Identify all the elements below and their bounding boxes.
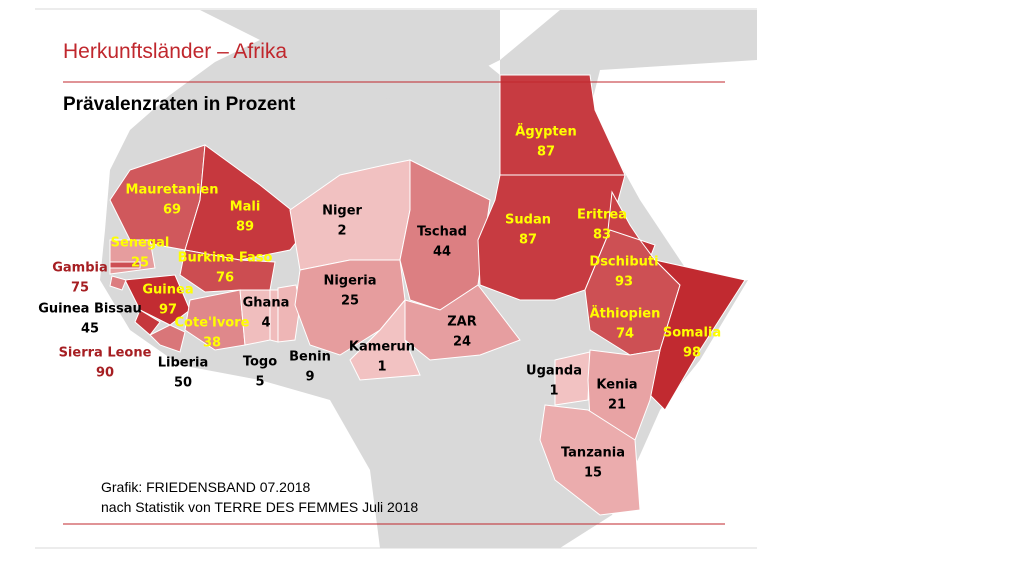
country-value: 25 [341, 294, 359, 309]
country-value: 45 [81, 322, 99, 337]
country-name: Mauretanien [126, 183, 219, 198]
country-value: 98 [683, 346, 701, 361]
country-value: 50 [174, 376, 192, 391]
country-name: Cote'Ivore [175, 316, 250, 331]
country-value: 4 [261, 316, 270, 331]
country-name: Niger [322, 204, 362, 219]
country-area [109, 275, 127, 291]
country-name: Ägypten [515, 124, 576, 140]
country-name: Eritrea [577, 208, 627, 223]
country-value: 44 [433, 245, 451, 260]
country-area [149, 324, 186, 353]
country-name: Benin [289, 350, 331, 365]
credit: nach Statistik von TERRE DES FEMMES Juli… [101, 499, 418, 515]
country-value: 2 [337, 224, 346, 239]
country-value: 9 [305, 370, 314, 385]
land-north [330, 10, 500, 100]
country-area [587, 349, 661, 441]
country-value: 87 [537, 145, 555, 160]
country-area [539, 404, 641, 516]
country-area [109, 261, 141, 269]
country-area [184, 289, 246, 351]
country-area [649, 259, 746, 411]
credit: Grafik: FRIEDENSBAND 07.2018 [101, 479, 311, 495]
country-name: Mali [230, 200, 261, 215]
country-area [404, 284, 521, 361]
country-value: 83 [593, 228, 611, 243]
country-name: Kamerun [349, 340, 415, 355]
countries [109, 74, 746, 516]
country-area [124, 274, 191, 326]
country-name: Ghana [243, 296, 290, 311]
country-value: 76 [216, 271, 234, 286]
country-value: 93 [615, 275, 633, 290]
country-area [277, 284, 301, 343]
country-value: 90 [96, 366, 114, 381]
country-value: 24 [453, 335, 471, 350]
subtitle: Prävalenzraten in Prozent [63, 94, 296, 115]
country-name: Äthiopien [590, 306, 661, 322]
country-name: Nigeria [323, 274, 376, 289]
country-value: 74 [616, 327, 634, 342]
country-value: 25 [131, 256, 149, 271]
country-value: 1 [377, 360, 386, 375]
country-name: Togo [243, 355, 277, 370]
country-area [184, 144, 311, 261]
country-area [499, 74, 626, 176]
country-area [399, 159, 491, 311]
country-area [554, 351, 591, 406]
country-value: 69 [163, 203, 181, 218]
country-name: Sudan [505, 213, 551, 228]
country-name: Tanzania [561, 446, 625, 461]
country-value: 97 [159, 303, 177, 318]
country-name: Kenia [596, 378, 637, 393]
country-value: 38 [203, 336, 221, 351]
title: Herkunftsländer – Afrika [63, 40, 287, 63]
country-value: 5 [255, 375, 264, 390]
country-name: Liberia [158, 356, 209, 371]
country-name: Senegal [111, 236, 170, 251]
country-name: Tschad [417, 225, 467, 240]
country-name: Somalia [663, 326, 721, 341]
country-value: 21 [608, 398, 626, 413]
country-name: Burkina Faso [178, 251, 273, 266]
country-name: Guinea Bissau [38, 302, 142, 317]
country-value: 15 [584, 466, 602, 481]
country-name: Sierra Leone [59, 346, 152, 361]
country-name: ZAR [447, 315, 477, 330]
country-value: 87 [519, 233, 537, 248]
country-value: 1 [549, 384, 558, 399]
country-value: 75 [71, 281, 89, 296]
country-value: 89 [236, 220, 254, 235]
country-name: Guinea [142, 283, 193, 298]
country-name: Dschibuti [589, 255, 658, 270]
country-name: Uganda [526, 364, 582, 379]
country-name: Gambia [52, 261, 108, 276]
